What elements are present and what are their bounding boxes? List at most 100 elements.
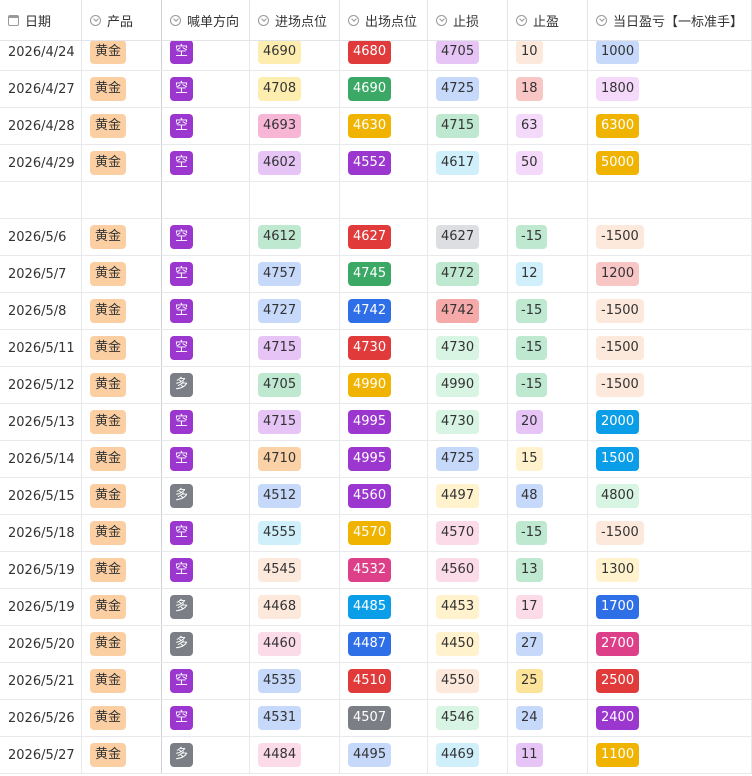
cell-tag: 黄金: [90, 595, 127, 619]
table-cell: 2026/5/26: [0, 700, 82, 736]
table-row[interactable]: 2026/5/6 黄金 空 4612 4627 4627 -15 -1500: [0, 219, 752, 256]
table-row[interactable]: 2026/5/8 黄金 空 4727 4742 4742 -15 -1500: [0, 293, 752, 330]
date-text: 2026/5/8: [8, 303, 67, 319]
table-cell: [340, 182, 428, 218]
column-header[interactable]: 止损: [428, 0, 508, 40]
table-cell: 2026/4/29: [0, 145, 82, 181]
table-row[interactable]: 2026/5/11 黄金 空 4715 4730 4730 -15 -1500: [0, 330, 752, 367]
cell-tag: 4602: [258, 151, 302, 175]
cell-tag: 4680: [348, 40, 392, 64]
column-header[interactable]: 日期: [0, 0, 82, 40]
table-cell: 4772: [428, 256, 508, 292]
table-cell: 63: [508, 108, 588, 144]
table-row[interactable]: 2026/5/15 黄金 多 4512 4560 4497 48 4800: [0, 478, 752, 515]
table-cell: 11: [508, 737, 588, 773]
table-row[interactable]: 2026/4/24 黄金 空 4690 4680 4705 10 1000: [0, 34, 752, 71]
table-row[interactable]: 2026/4/27 黄金 空 4708 4690 4725 18 1800: [0, 71, 752, 108]
cell-tag: 4630: [348, 114, 392, 138]
date-text: 2026/4/28: [8, 118, 75, 134]
cell-tag: 4990: [436, 373, 480, 397]
column-title: 喊单方向: [187, 14, 240, 30]
cell-tag: 4485: [348, 595, 392, 619]
column-icon: [516, 14, 527, 26]
cell-tag: 黄金: [90, 77, 127, 101]
table-cell: 4715: [250, 330, 340, 366]
table-cell: 空: [162, 219, 250, 255]
table-cell: 10: [508, 34, 588, 70]
cell-tag: 12: [516, 262, 543, 286]
table-row[interactable]: 2026/5/13 黄金 空 4715 4995 4730 20 2000: [0, 404, 752, 441]
table-row[interactable]: 2026/5/14 黄金 空 4710 4995 4725 15 1500: [0, 441, 752, 478]
cell-tag: 4468: [258, 595, 302, 619]
column-header[interactable]: 进场点位: [250, 0, 340, 40]
table-row[interactable]: 2026/5/21 黄金 空 4535 4510 4550 25 2500: [0, 663, 752, 700]
cell-tag: 4627: [348, 225, 392, 249]
table-cell: 空: [162, 404, 250, 440]
date-text: 2026/5/20: [8, 636, 75, 652]
table-row[interactable]: 2026/5/19 黄金 多 4468 4485 4453 17 1700: [0, 589, 752, 626]
column-header[interactable]: 出场点位: [340, 0, 428, 40]
table-cell: 4532: [340, 552, 428, 588]
cell-tag: 空: [170, 299, 194, 323]
cell-tag: 黄金: [90, 336, 127, 360]
cell-tag: 1500: [596, 447, 640, 471]
date-text: 2026/5/27: [8, 747, 75, 763]
table-row[interactable]: 2026/5/7 黄金 空 4757 4745 4772 12 1200: [0, 256, 752, 293]
cell-tag: 空: [170, 521, 194, 545]
cell-tag: -1500: [596, 521, 644, 545]
table-row[interactable]: 2026/5/18 黄金 空 4555 4570 4570 -15 -1500: [0, 515, 752, 552]
table-cell: 4531: [250, 700, 340, 736]
cell-tag: 4570: [436, 521, 480, 545]
table-cell: [0, 182, 82, 218]
table-cell: 4468: [250, 589, 340, 625]
cell-tag: -15: [516, 299, 548, 323]
cell-tag: 空: [170, 706, 194, 730]
cell-tag: 多: [170, 373, 194, 397]
table-cell: 2700: [588, 626, 752, 662]
table-row[interactable]: 2026/5/27 黄金 多 4484 4495 4469 11 1100: [0, 737, 752, 774]
cell-tag: 空: [170, 410, 194, 434]
cell-tag: 1800: [596, 77, 640, 101]
table-cell: 4995: [340, 441, 428, 477]
cell-tag: 4705: [258, 373, 302, 397]
cell-tag: 4552: [348, 151, 392, 175]
cell-tag: 4487: [348, 632, 392, 656]
cell-tag: 空: [170, 558, 194, 582]
cell-tag: 4742: [436, 299, 480, 323]
table-cell: 2500: [588, 663, 752, 699]
table-cell: 2026/5/15: [0, 478, 82, 514]
cell-tag: 4715: [436, 114, 480, 138]
table-cell: 4570: [428, 515, 508, 551]
table-row[interactable]: [0, 182, 752, 219]
cell-tag: 4715: [258, 410, 302, 434]
table-cell: -1500: [588, 219, 752, 255]
cell-tag: 4708: [258, 77, 302, 101]
table-row[interactable]: 2026/5/12 黄金 多 4705 4990 4990 -15 -1500: [0, 367, 752, 404]
table-row[interactable]: 2026/4/28 黄金 空 4693 4630 4715 63 6300: [0, 108, 752, 145]
cell-tag: -15: [516, 521, 548, 545]
table-cell: 空: [162, 515, 250, 551]
table-row[interactable]: 2026/5/20 黄金 多 4460 4487 4450 27 2700: [0, 626, 752, 663]
table-cell: 4460: [250, 626, 340, 662]
table-cell: -1500: [588, 293, 752, 329]
column-header[interactable]: 产品: [82, 0, 162, 40]
table-cell: [162, 182, 250, 218]
column-header[interactable]: 止盈: [508, 0, 588, 40]
table-cell: -15: [508, 367, 588, 403]
table-row[interactable]: 2026/5/26 黄金 空 4531 4507 4546 24 2400: [0, 700, 752, 737]
table-cell: 4995: [340, 404, 428, 440]
table-cell: 多: [162, 737, 250, 773]
column-header[interactable]: 当日盈亏【一标准手】: [588, 0, 752, 40]
table-cell: 2026/5/7: [0, 256, 82, 292]
table-cell: 4730: [428, 404, 508, 440]
table-cell: 黄金: [82, 737, 162, 773]
table-row[interactable]: 2026/4/29 黄金 空 4602 4552 4617 50 5000: [0, 145, 752, 182]
table-cell: 多: [162, 367, 250, 403]
table-cell: 2000: [588, 404, 752, 440]
table-cell: 空: [162, 700, 250, 736]
cell-tag: 4510: [348, 669, 392, 693]
table-cell: 20: [508, 404, 588, 440]
table-cell: 2026/5/27: [0, 737, 82, 773]
column-header[interactable]: 喊单方向: [162, 0, 250, 40]
table-row[interactable]: 2026/5/19 黄金 空 4545 4532 4560 13 1300: [0, 552, 752, 589]
